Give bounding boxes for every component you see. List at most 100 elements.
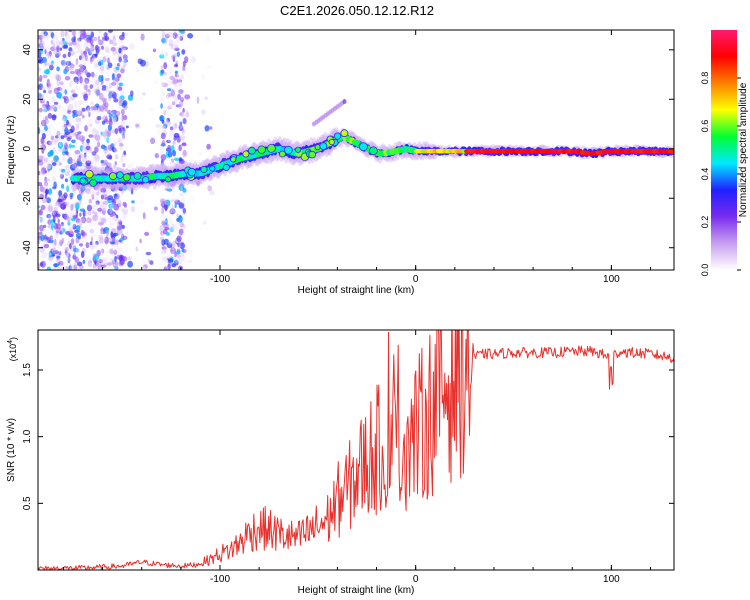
noise-speckle xyxy=(112,50,118,56)
noise-speckle xyxy=(174,122,178,129)
noise-speckle xyxy=(57,266,64,270)
noise-speckle xyxy=(52,128,57,132)
noise-speckle xyxy=(101,68,104,76)
noise-speckle xyxy=(155,124,161,128)
noise-speckle xyxy=(50,46,56,52)
noise-speckle xyxy=(101,217,107,223)
noise-speckle xyxy=(48,239,54,244)
noise-speckle xyxy=(181,197,186,205)
noise-speckle xyxy=(86,37,92,43)
noise-speckle xyxy=(46,86,52,90)
noise-speckle xyxy=(70,49,75,57)
noise-speckle xyxy=(62,236,68,241)
noise-speckle xyxy=(118,127,122,134)
noise-speckle xyxy=(168,68,173,74)
noise-speckle xyxy=(38,262,41,270)
noise-speckle xyxy=(94,158,99,162)
noise-speckle xyxy=(85,242,90,249)
noise-speckle xyxy=(164,52,169,57)
noise-speckle xyxy=(135,246,139,252)
noise-speckle xyxy=(163,123,168,129)
noise-speckle xyxy=(56,130,61,137)
noise-speckle xyxy=(142,257,146,265)
noise-speckle xyxy=(38,119,41,123)
noise-speckle xyxy=(159,125,166,131)
ridge-peak xyxy=(242,150,250,158)
noise-speckle xyxy=(100,192,103,196)
ridge-core xyxy=(667,148,674,154)
noise-speckle xyxy=(161,249,167,255)
noise-speckle xyxy=(38,160,44,166)
noise-speckle xyxy=(77,45,82,52)
noise-speckle xyxy=(66,137,71,142)
noise-speckle xyxy=(98,259,104,264)
noise-speckle xyxy=(89,262,93,269)
noise-speckle xyxy=(74,68,81,75)
noise-speckle xyxy=(88,118,93,126)
noise-speckle xyxy=(101,237,107,242)
noise-speckle xyxy=(77,37,82,42)
noise-speckle xyxy=(60,59,67,67)
noise-speckle xyxy=(46,252,51,256)
noise-speckle xyxy=(145,60,149,67)
noise-speckle xyxy=(119,95,125,101)
noise-speckle xyxy=(76,160,83,167)
noise-speckle xyxy=(116,224,122,232)
noise-speckle xyxy=(52,247,57,255)
noise-speckle xyxy=(181,49,186,55)
noise-speckle xyxy=(95,130,99,138)
noise-speckle xyxy=(159,124,164,129)
noise-speckle xyxy=(79,135,85,142)
noise-speckle xyxy=(120,155,124,163)
noise-speckle xyxy=(191,195,195,202)
noise-speckle xyxy=(117,225,122,231)
noise-speckle xyxy=(175,108,179,114)
noise-speckle xyxy=(112,30,119,34)
noise-speckle xyxy=(95,46,101,53)
noise-speckle xyxy=(161,186,166,192)
noise-speckle xyxy=(47,130,52,136)
noise-speckle xyxy=(164,187,169,191)
noise-speckle xyxy=(50,105,57,109)
noise-speckle xyxy=(166,242,173,249)
noise-speckle xyxy=(115,114,119,122)
noise-speckle xyxy=(109,207,113,214)
noise-speckle xyxy=(94,53,98,57)
noise-speckle xyxy=(97,30,102,34)
noise-speckle xyxy=(58,251,62,256)
noise-speckle xyxy=(38,181,43,187)
noise-speckle xyxy=(71,217,76,222)
noise-speckle xyxy=(53,49,58,56)
noise-speckle xyxy=(68,122,72,127)
noise-speckle xyxy=(117,62,121,67)
noise-speckle xyxy=(126,125,129,129)
noise-speckle xyxy=(57,218,60,224)
noise-speckle xyxy=(54,203,60,208)
noise-speckle xyxy=(161,207,165,215)
noise-speckle xyxy=(106,154,113,160)
noise-speckle xyxy=(171,101,176,105)
noise-speckle xyxy=(98,265,102,270)
noise-speckle xyxy=(84,188,88,193)
noise-speckle xyxy=(47,113,53,119)
noise-speckle xyxy=(117,121,122,126)
noise-speckle xyxy=(84,84,88,90)
noise-speckle xyxy=(62,95,69,100)
noise-speckle xyxy=(91,71,95,78)
noise-speckle xyxy=(87,106,93,113)
noise-speckle xyxy=(122,184,128,191)
noise-speckle xyxy=(103,159,108,166)
noise-speckle xyxy=(173,157,180,161)
noise-speckle xyxy=(54,263,58,268)
noise-speckle xyxy=(100,187,107,193)
noise-speckle xyxy=(169,81,172,85)
noise-speckle xyxy=(161,30,165,38)
noise-speckle xyxy=(111,109,117,114)
noise-speckle xyxy=(53,40,58,45)
noise-speckle xyxy=(205,36,210,43)
noise-speckle xyxy=(66,170,71,174)
noise-speckle xyxy=(75,50,81,54)
noise-speckle xyxy=(53,87,59,95)
noise-speckle xyxy=(70,203,74,211)
noise-speckle xyxy=(208,189,215,196)
